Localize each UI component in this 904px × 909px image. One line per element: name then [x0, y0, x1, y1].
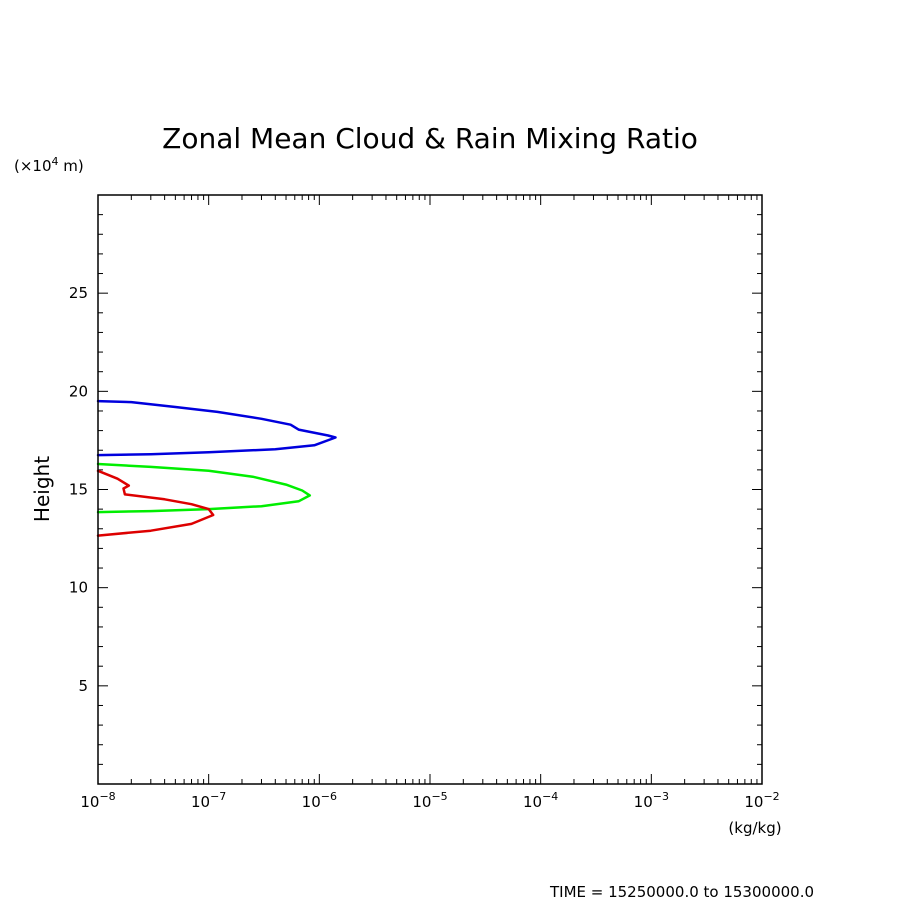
y-tick-label: 25: [69, 284, 88, 302]
x-tick-label: 10−6: [302, 790, 337, 811]
x-unit-label: (kg/kg): [728, 819, 781, 837]
y-tick-label: 10: [69, 579, 88, 597]
x-tick-label: 10−8: [80, 790, 115, 811]
x-tick-label: 10−7: [191, 790, 226, 811]
x-tick-label: 10−2: [744, 790, 779, 811]
x-tick-label: 10−5: [412, 790, 447, 811]
y-axis-title: Height: [30, 456, 54, 522]
series-line-2: [96, 469, 215, 537]
y-unit-label: (×104 m): [14, 155, 84, 175]
plot-frame: [97, 194, 763, 785]
time-range-label: TIME = 15250000.0 to 15300000.0: [549, 883, 814, 901]
x-tick-label: 10−3: [634, 790, 669, 811]
y-tick-label: 5: [78, 677, 88, 695]
y-tick-label: 15: [69, 481, 88, 499]
y-tick-label: 20: [69, 382, 88, 400]
series-line-1: [96, 462, 312, 514]
series-layer: [96, 399, 337, 537]
axis-ticks: 5 10 15 20 25 10−8 10−7 10−6 10−5 10−4 10−3 10−2: [69, 195, 780, 811]
x-tick-label: 10−4: [523, 790, 558, 811]
chart-title: Zonal Mean Cloud & Rain Mixing Ratio: [162, 122, 698, 155]
series-line-0: [96, 399, 337, 457]
